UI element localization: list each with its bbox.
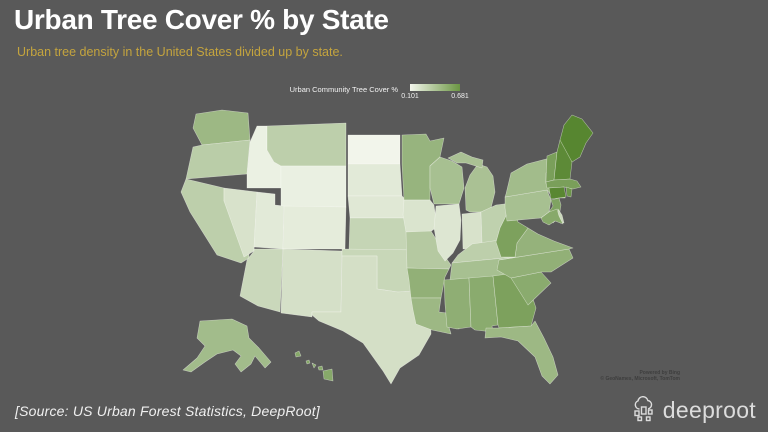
state-AK[interactable]: Alaska: 0.4: [182, 318, 272, 373]
page-title: Urban Tree Cover % by State: [14, 4, 389, 35]
legend-max-value: 0.681: [451, 93, 469, 100]
us-choropleth-map: Washington: 0.42Oregon: 0.31California: …: [180, 109, 594, 385]
state-HI[interactable]: Hawaii: 0.5: [322, 368, 334, 382]
state-TX[interactable]: Texas: 0.215: [311, 255, 432, 385]
state-HI[interactable]: Hawaii: 0.5: [294, 350, 302, 358]
state-AR[interactable]: Arkansas: 0.46: [406, 267, 450, 299]
state-VA[interactable]: Virginia: 0.45: [498, 227, 574, 261]
state-OR[interactable]: Oregon: 0.31: [185, 139, 251, 180]
state-MI[interactable]: Michigan: 0.37: [464, 163, 496, 213]
state-ND[interactable]: North Dakota: 0.101: [347, 134, 401, 165]
state-NV[interactable]: Nevada: 0.2: [223, 187, 258, 258]
state-IA[interactable]: Iowa: 0.19: [402, 199, 438, 233]
state-NC[interactable]: North Carolina: 0.46: [496, 248, 574, 279]
state-NM[interactable]: New Mexico: 0.21: [280, 248, 343, 318]
map-attribution: Powered by Bing © GeoNames, Microsoft, T…: [470, 370, 680, 382]
state-MD[interactable]: Maryland: 0.5: [540, 208, 564, 226]
deeproot-tree-icon: [634, 396, 653, 422]
state-RI[interactable]: Rhode Island: 0.6: [565, 186, 573, 198]
state-HI[interactable]: Hawaii: 0.5: [305, 359, 311, 365]
source-note: [Source: US Urban Forest Statistics, Dee…: [15, 403, 320, 419]
legend-title: Urban Community Tree Cover %: [289, 85, 398, 94]
state-WA[interactable]: Washington: 0.42: [192, 109, 251, 146]
state-MI[interactable]: Michigan: 0.37: [447, 151, 484, 169]
legend-min-value: 0.101: [401, 93, 419, 100]
state-ME[interactable]: Maine: 0.681: [559, 114, 594, 163]
state-HI[interactable]: Hawaii: 0.5: [317, 365, 324, 371]
powered-by-bing-label: Powered by Bing: [639, 370, 680, 376]
state-IL[interactable]: Illinois: 0.18: [433, 203, 462, 262]
deeproot-logo: deeproot: [630, 396, 756, 424]
map-copyright-label: © GeoNames, Microsoft, TomTom: [600, 376, 680, 382]
state-SD[interactable]: South Dakota: 0.16: [347, 163, 403, 197]
state-MT[interactable]: Montana: 0.3: [266, 122, 347, 167]
state-WI[interactable]: Wisconsin: 0.38: [429, 156, 465, 205]
state-WY[interactable]: Wyoming: 0.13: [280, 165, 347, 208]
page-subtitle: Urban tree density in the United States …: [17, 45, 343, 59]
state-UT[interactable]: Utah: 0.16: [253, 191, 285, 250]
state-CO[interactable]: Colorado: 0.15: [282, 205, 347, 250]
legend-gradient-bar: [410, 84, 460, 91]
deeproot-logo-text: deeproot: [662, 396, 756, 423]
state-CT[interactable]: Connecticut: 0.674: [548, 186, 567, 200]
state-FL[interactable]: Florida: 0.42: [484, 320, 559, 385]
state-HI[interactable]: Hawaii: 0.5: [311, 362, 317, 369]
state-MS[interactable]: Mississippi: 0.47: [443, 277, 472, 330]
